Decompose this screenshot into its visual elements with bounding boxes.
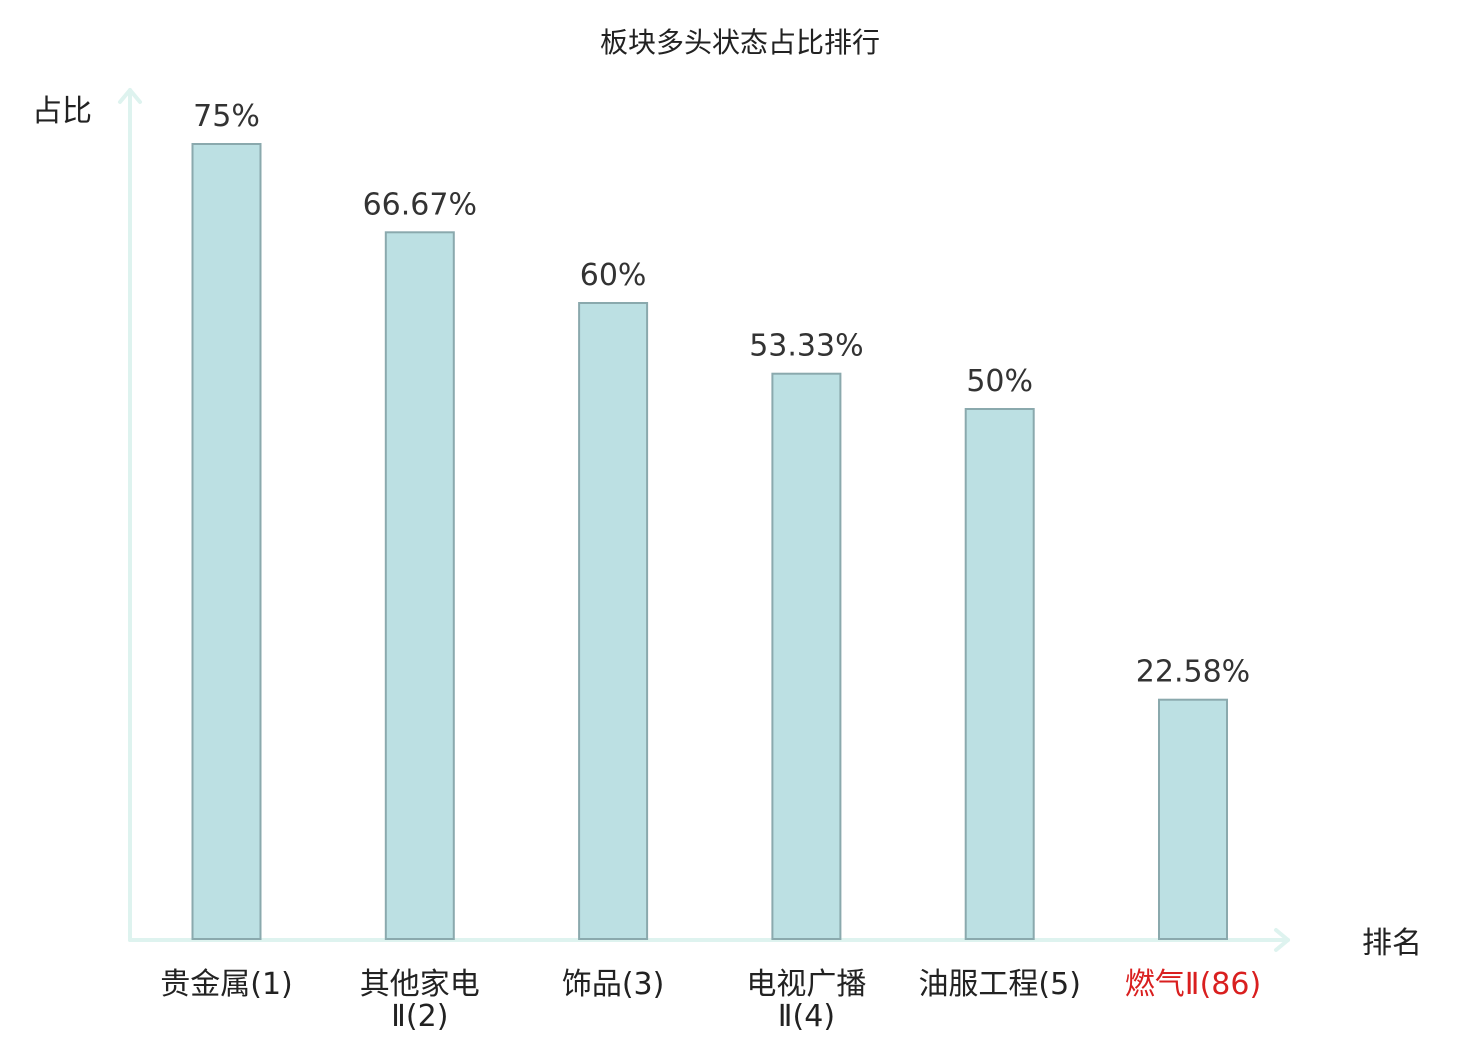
value-label-3: 60% <box>580 258 647 293</box>
bar-4 <box>771 372 842 940</box>
bars-group <box>191 143 1228 941</box>
value-label-1: 75% <box>193 99 260 134</box>
category-label-4-line-2: Ⅱ(4) <box>778 999 835 1034</box>
bar-6 <box>1158 698 1228 941</box>
category-label-4-line-1: 电视广播 <box>746 967 866 1002</box>
bar-2 <box>384 231 455 941</box>
category-label-1: 贵金属(1) <box>160 967 293 1002</box>
x-axis-label: 排名 <box>1362 926 1422 961</box>
category-label-5: 油服工程(5) <box>918 967 1081 1002</box>
bar-5 <box>964 408 1035 940</box>
value-label-6: 22.58% <box>1136 655 1250 690</box>
category-label-6: 燃气Ⅱ(86) <box>1125 967 1261 1002</box>
x-axis-arrow-icon <box>1274 928 1290 952</box>
category-label-2-line-2: Ⅱ(2) <box>391 999 448 1034</box>
category-label-3: 饰品(3) <box>562 967 665 1002</box>
value-label-2: 66.67% <box>363 187 477 222</box>
bar-1 <box>191 143 262 940</box>
value-label-5: 50% <box>966 364 1033 399</box>
y-axis-arrow-icon <box>118 88 142 104</box>
chart-title: 板块多头状态占比排行 <box>600 26 880 59</box>
value-label-4: 53.33% <box>749 329 863 364</box>
y-axis-label: 占比 <box>32 94 92 129</box>
value-labels-group: 75% 66.67% 60% 53.33% 50% 22.58% <box>193 99 1250 690</box>
category-label-2-line-1: 其他家电 <box>360 967 480 1002</box>
bar-3 <box>578 302 649 940</box>
